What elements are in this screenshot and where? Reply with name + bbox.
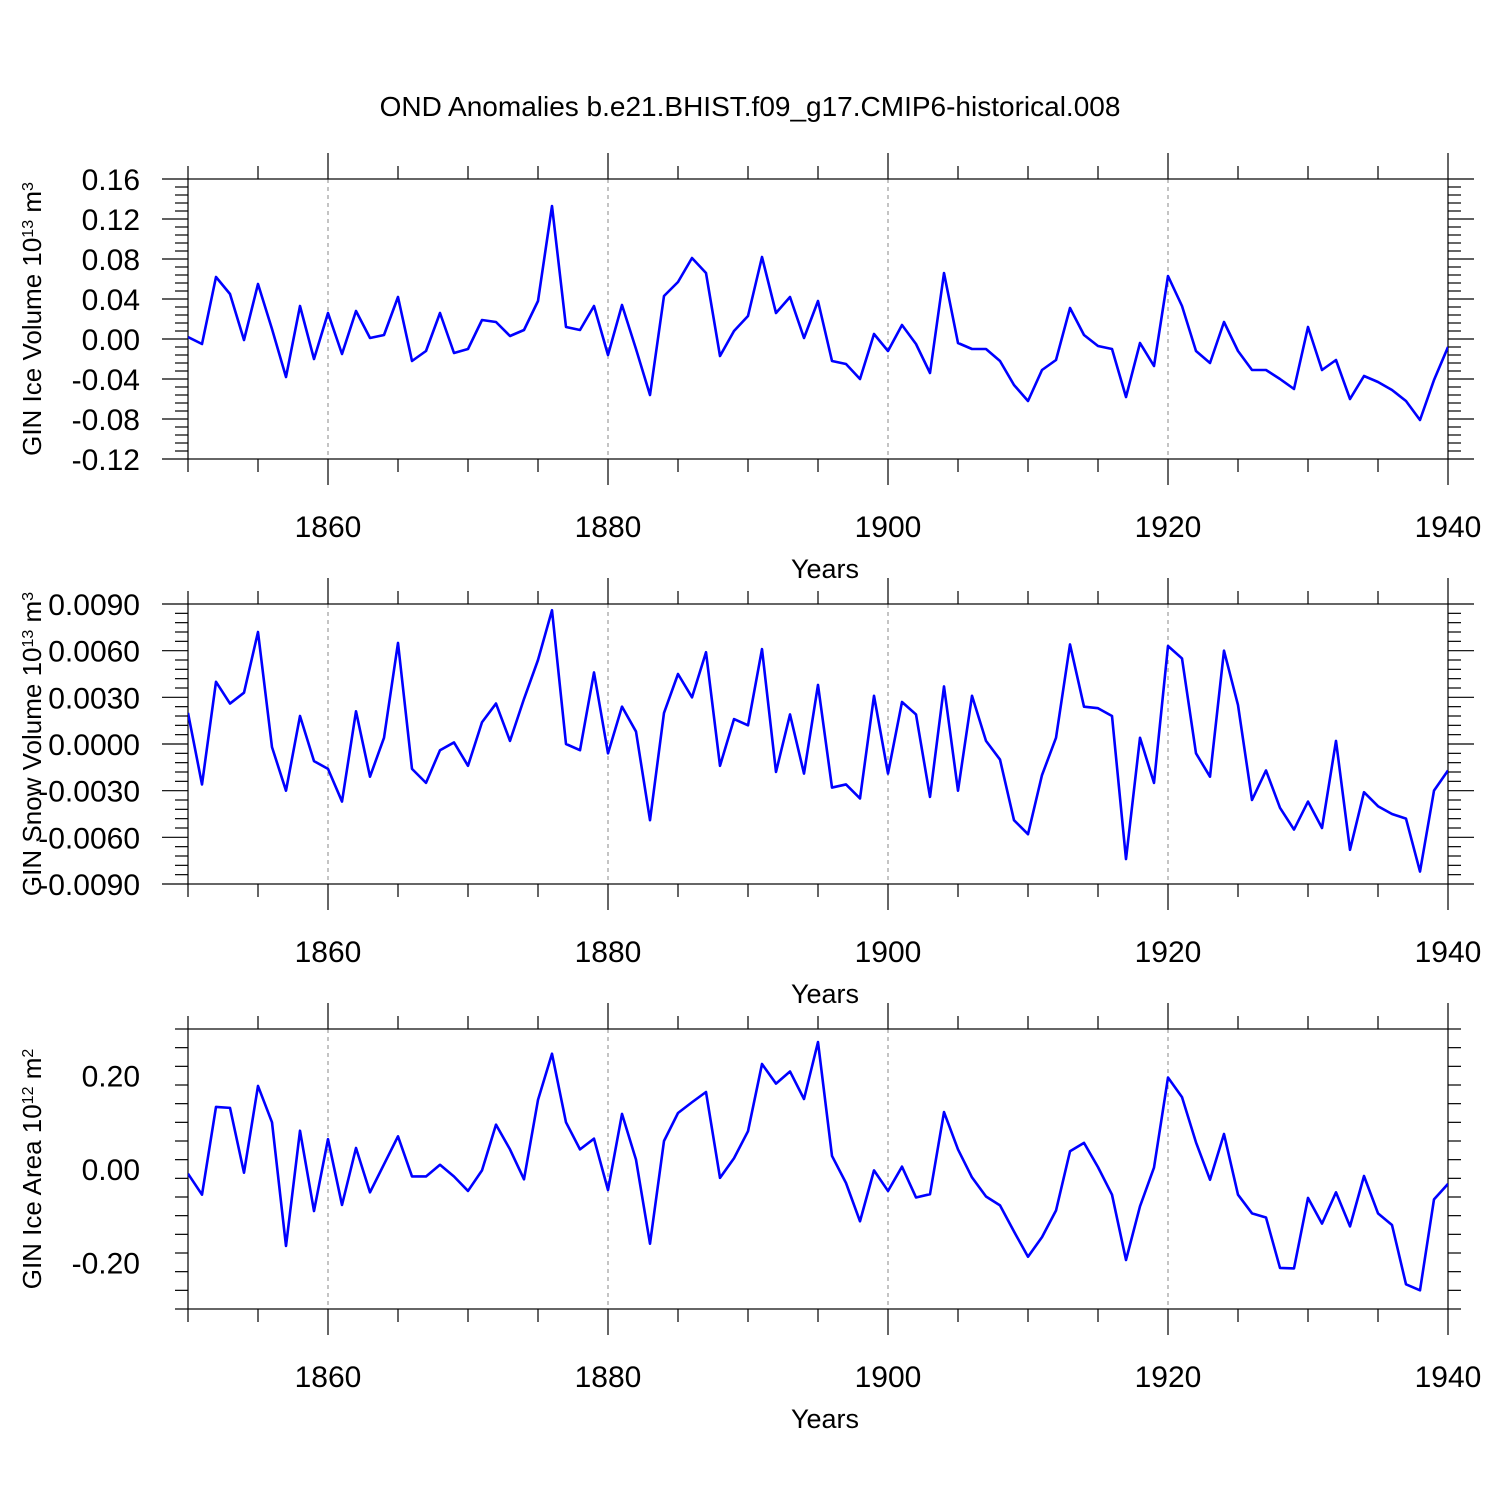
chart1-y-axis-label-part: m	[17, 191, 47, 220]
chart1-y-axis-label-part: GIN Ice Volume 10	[17, 238, 47, 456]
chart1-plot-frame	[187, 178, 1449, 460]
chart3-y-axis-label-part: GIN Ice Area 10	[17, 1104, 47, 1289]
chart1-y-tick-label: 0.00	[82, 324, 140, 357]
chart2-y-tick-label: -0.0030	[38, 776, 140, 809]
chart1-y-axis-label: GIN Ice Volume 1013 m3	[17, 182, 47, 456]
chart2-y-axis-label: GIN Snow Volume 1013 m3	[17, 592, 47, 896]
chart3-x-tick-label: 1860	[295, 1361, 362, 1394]
chart2-x-tick-label: 1940	[1415, 936, 1482, 969]
chart3-y-axis-label-exponent: 12	[20, 1086, 37, 1104]
chart1-x-tick-label: 1920	[1135, 511, 1202, 544]
chart3-x-tick-label: 1940	[1415, 1361, 1482, 1394]
chart3-x-tick-label: 1920	[1135, 1361, 1202, 1394]
chart3-y-tick-label: -0.20	[72, 1247, 140, 1280]
chart3-panel: 1860 1880 1900 1920 1940 -0.20 0.00 0.20 Years GI…	[17, 1003, 1481, 1434]
chart2-y-tick-label: 0.0030	[48, 682, 140, 715]
chart2-y-axis-label-exponent: 13	[20, 630, 37, 648]
chart2-y-tick-label: 0.0090	[48, 589, 140, 622]
chart1-x-tick-label: 1900	[855, 511, 922, 544]
chart2-x-tick-label: 1920	[1135, 936, 1202, 969]
chart2-panel: 1860 1880 1900 1920 1940 -0.0090 -0.0060 -0.003…	[17, 578, 1481, 1009]
chart3-x-tick-label: 1900	[855, 1361, 922, 1394]
chart1-x-axis-label: Years	[791, 554, 859, 584]
chart3-x-axis-label: Years	[791, 1404, 859, 1434]
figure-title: OND Anomalies b.e21.BHIST.f09_g17.CMIP6-…	[380, 91, 1121, 122]
chart1-series-line	[188, 204, 1448, 422]
chart1-y-tick-label: 0.16	[82, 164, 140, 197]
chart2-y-axis-label-exponent: 3	[20, 592, 37, 601]
chart3-y-axis-label: GIN Ice Area 1012 m2	[17, 1049, 47, 1290]
chart3-y-axis-label-exponent: 2	[20, 1049, 37, 1058]
chart2-y-tick-label: 0.0000	[48, 729, 140, 762]
chart2-x-tick-label: 1880	[575, 936, 642, 969]
chart3-y-tick-label: 0.00	[82, 1154, 140, 1187]
chart3-x-tick-label: 1880	[575, 1361, 642, 1394]
chart1-y-tick-label: 0.04	[82, 284, 140, 317]
chart3-series-line	[188, 1040, 1448, 1292]
chart2-x-axis-label: Years	[791, 979, 859, 1009]
chart1-panel: 1860 1880 1900 1920 1940 -0.12 -0.08 -0.04 0.00 0…	[17, 153, 1481, 584]
chart1-y-axis-label-exponent: 3	[20, 182, 37, 191]
chart2-x-tick-label: 1900	[855, 936, 922, 969]
chart2-x-tick-label: 1860	[295, 936, 362, 969]
chart2-y-axis-label-part: m	[17, 601, 47, 630]
chart1-y-axis-label-exponent: 13	[20, 220, 37, 238]
chart2-y-axis-label-part: GIN Snow Volume 10	[17, 648, 47, 897]
chart1-x-tick-label: 1940	[1415, 511, 1482, 544]
chart1-y-tick-label: -0.08	[72, 404, 140, 437]
chart3-y-tick-label: 0.20	[82, 1061, 140, 1094]
chart1-x-tick-label: 1860	[295, 511, 362, 544]
chart1-y-tick-label: -0.04	[72, 364, 140, 397]
chart1-x-tick-label: 1880	[575, 511, 642, 544]
chart3-plot-frame	[187, 1028, 1449, 1310]
chart2-y-tick-label: 0.0060	[48, 636, 140, 669]
chart1-y-tick-label: 0.12	[82, 204, 140, 237]
chart2-y-tick-label: -0.0090	[38, 869, 140, 902]
chart1-y-tick-label: -0.12	[72, 444, 140, 477]
chart3-y-axis-label-part: m	[17, 1058, 47, 1087]
chart2-y-tick-label: -0.0060	[38, 822, 140, 855]
chart2-plot-frame	[187, 603, 1449, 885]
chart1-y-tick-label: 0.08	[82, 244, 140, 277]
chart2-series-line	[188, 608, 1448, 873]
